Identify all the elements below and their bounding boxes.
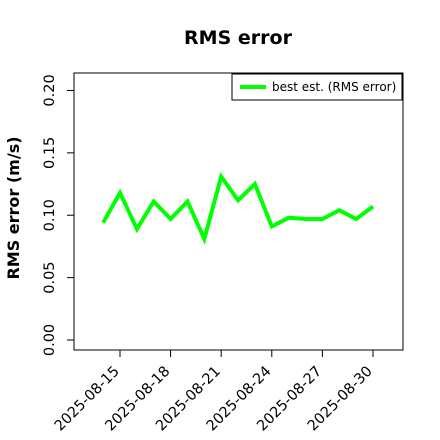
chart-title: RMS error: [184, 27, 293, 49]
y-tick-label: 0.20: [42, 74, 58, 106]
series-layer: [101, 171, 375, 245]
legend: best est. (RMS error): [231, 73, 403, 101]
y-tick-label: 0.00: [42, 324, 58, 356]
y-axis: 0.00 0.05 0.10 0.15 0.20: [42, 74, 74, 356]
y-tick-label: 0.05: [42, 261, 58, 293]
y-tick-label: 0.15: [42, 137, 58, 169]
series-line: [101, 171, 375, 245]
y-tick-label: 0.10: [42, 199, 58, 231]
plot-frame: [73, 72, 404, 351]
x-axis: 2025-08-152025-08-182025-08-212025-08-24…: [52, 350, 376, 434]
legend-label: best est. (RMS error): [272, 80, 396, 94]
y-axis-label: RMS error (m/s): [4, 136, 23, 279]
